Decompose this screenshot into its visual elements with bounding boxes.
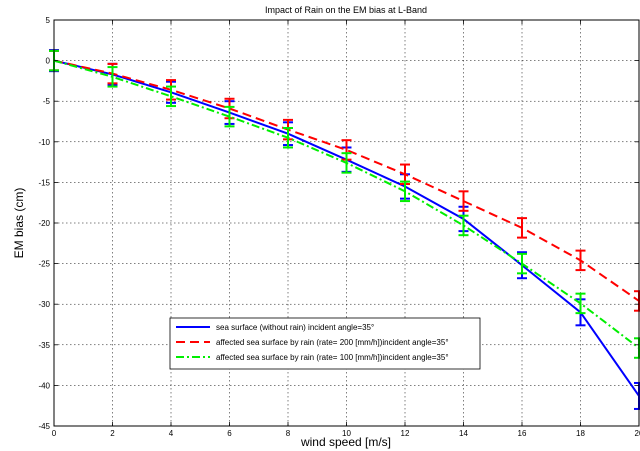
y-tick-label: -35 (38, 341, 50, 350)
x-tick-label: 10 (342, 429, 351, 438)
y-tick-label: -45 (38, 422, 50, 431)
x-tick-label: 6 (227, 429, 232, 438)
y-tick-label: 0 (46, 57, 51, 66)
x-axis-label: wind speed [m/s] (300, 435, 391, 449)
legend-label: sea surface (without rain) incident angl… (216, 323, 374, 332)
series-line (53, 59, 640, 302)
x-tick-label: 0 (52, 429, 57, 438)
y-tick-label: -10 (38, 138, 50, 147)
x-tick-label: 14 (459, 429, 468, 438)
x-tick-label: 16 (518, 429, 527, 438)
x-tick-label: 20 (635, 429, 640, 438)
x-tick-label: 4 (169, 429, 174, 438)
y-axis-label: EM bias (cm) (12, 188, 26, 259)
y-tick-label: -30 (38, 300, 50, 309)
x-tick-label: 8 (286, 429, 291, 438)
y-tick-label: 5 (46, 16, 51, 25)
chart-title: Impact of Rain on the EM bias at L-Band (265, 5, 427, 15)
y-tick-label: -20 (38, 219, 50, 228)
axis-ticks: 0 2 4 6 8 10 12 14 16 18 20 5 0 -5 -10 -15 -20 -25 -30 -35 -… (38, 16, 640, 438)
x-tick-label: 2 (110, 429, 115, 438)
y-tick-label: -15 (38, 178, 50, 187)
series-layer (49, 49, 640, 410)
legend-label: affected sea surface by rain (rate= 200 … (216, 338, 449, 347)
y-tick-label: -25 (38, 260, 50, 269)
x-tick-label: 12 (401, 429, 410, 438)
x-tick-label: 18 (576, 429, 585, 438)
legend: sea surface (without rain) incident angl… (169, 317, 481, 370)
y-tick-label: -5 (43, 97, 51, 106)
y-tick-label: -40 (38, 381, 50, 390)
legend-box (169, 317, 481, 370)
legend-label: affected sea surface by rain (rate= 100 … (216, 353, 449, 362)
